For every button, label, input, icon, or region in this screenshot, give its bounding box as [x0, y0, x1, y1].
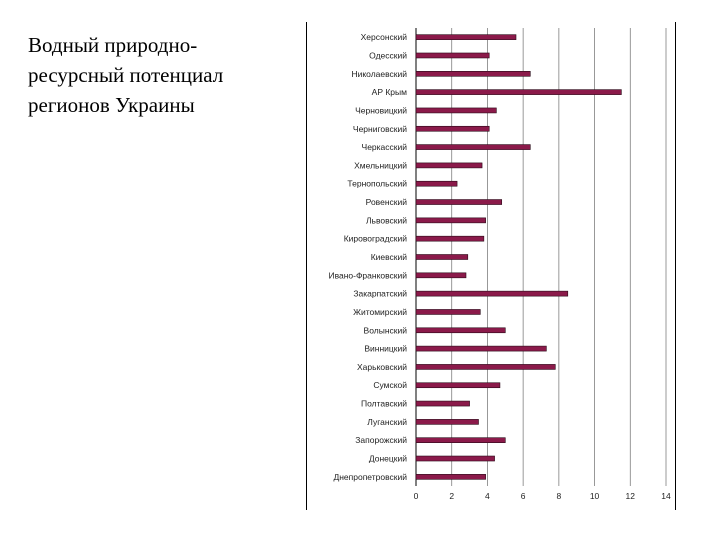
bar — [415, 89, 622, 95]
x-tick-label: 6 — [521, 491, 526, 501]
x-tick-label: 0 — [414, 491, 419, 501]
category-label: Ивано-Франковский — [328, 270, 407, 280]
category-label: Винницкий — [364, 344, 407, 354]
bar — [415, 309, 481, 315]
x-tick-label: 12 — [626, 491, 636, 501]
category-label: Харьковский — [357, 362, 407, 372]
bar-chart: Херсонский Одесский Николаевский АР Крым Чер… — [306, 22, 676, 510]
bar — [415, 345, 547, 352]
bar — [415, 217, 486, 224]
bar — [415, 254, 469, 260]
category-label: Николаевский — [351, 69, 407, 79]
category-label: Хмельницкий — [354, 160, 407, 170]
grid-lines — [415, 28, 667, 486]
bar — [415, 400, 470, 407]
category-label: Херсонский — [361, 32, 408, 42]
bar — [415, 144, 531, 150]
bar — [415, 290, 569, 297]
bar — [415, 327, 506, 334]
bars — [415, 34, 622, 480]
bar — [415, 235, 485, 242]
category-label: Луганский — [367, 417, 407, 427]
x-tick-label: 8 — [556, 491, 561, 501]
category-label: Полтавский — [361, 399, 407, 409]
bar — [415, 364, 556, 370]
bar — [415, 180, 458, 187]
bar — [415, 70, 531, 77]
bar — [415, 162, 483, 169]
x-tick-labels: 0 2 4 6 8 10 12 14 — [414, 491, 671, 501]
category-label: АР Крым — [372, 87, 407, 97]
category-label: Ровенский — [366, 197, 408, 207]
category-label: Кировоградский — [344, 234, 408, 244]
category-label: Днепропетровский — [333, 472, 407, 482]
bar — [415, 199, 503, 205]
bar — [415, 419, 479, 425]
bar — [415, 382, 501, 389]
x-tick-label: 14 — [661, 491, 671, 501]
category-label: Киевский — [371, 252, 408, 262]
x-tick-label: 4 — [485, 491, 490, 501]
category-label: Одесский — [369, 50, 407, 60]
chart-canvas: Херсонский Одесский Николаевский АР Крым Чер… — [328, 28, 671, 501]
bar — [415, 474, 486, 480]
x-tick-label: 10 — [590, 491, 600, 501]
category-label: Черкасский — [362, 142, 408, 152]
category-label: Черниговский — [353, 124, 407, 134]
category-label: Запорожский — [355, 435, 407, 445]
bar — [415, 34, 517, 40]
bar — [415, 107, 497, 114]
category-label: Львовский — [366, 215, 407, 225]
x-tick-label: 2 — [449, 491, 454, 501]
bar — [415, 52, 490, 59]
category-label: Черновицкий — [355, 105, 407, 115]
category-label: Тернопольский — [347, 179, 407, 189]
category-label: Житомирский — [353, 307, 407, 317]
bar — [415, 125, 490, 132]
bar — [415, 272, 467, 279]
bar — [415, 455, 495, 462]
category-label: Донецкий — [369, 454, 407, 464]
category-label: Закарпатский — [353, 289, 407, 299]
bar — [415, 437, 506, 444]
category-label: Сумской — [373, 380, 407, 390]
slide-title: Водный природно-ресурсный потенциал реги… — [28, 33, 224, 117]
category-labels: Херсонский Одесский Николаевский АР Крым Чер… — [328, 32, 407, 482]
category-label: Волынский — [364, 325, 408, 335]
